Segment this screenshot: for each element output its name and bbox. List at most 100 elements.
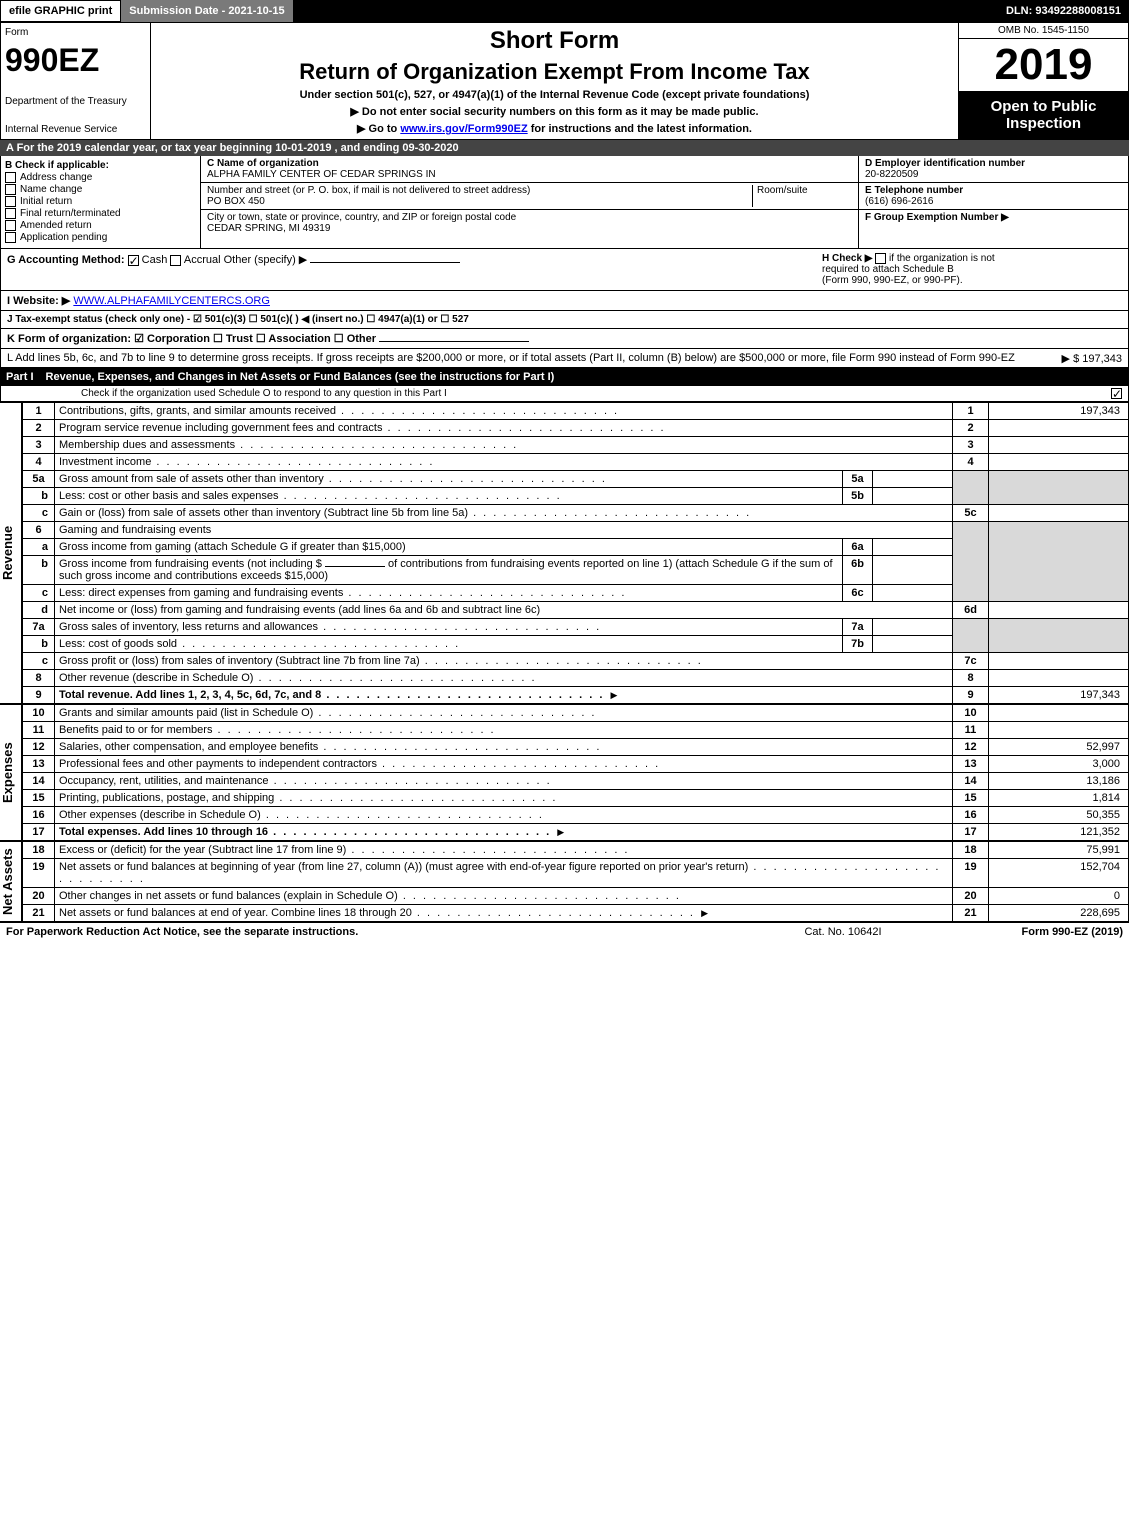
line-j: J Tax-exempt status (check only one) - ☑… <box>0 311 1129 329</box>
line-l: L Add lines 5b, 6c, and 7b to line 9 to … <box>0 349 1129 368</box>
net-assets-section: Net Assets 18Excess or (deficit) for the… <box>0 841 1129 922</box>
revenue-side-label: Revenue <box>0 402 22 704</box>
checkbox-name-change[interactable] <box>5 184 16 195</box>
line-21: 21Net assets or fund balances at end of … <box>23 905 1129 922</box>
line-6b-amount-input[interactable] <box>325 566 385 567</box>
short-form-title: Short Form <box>159 27 950 55</box>
checkbox-address-change[interactable] <box>5 172 16 183</box>
form-number: 990EZ <box>5 42 146 79</box>
line-7a: 7aGross sales of inventory, less returns… <box>23 619 1129 636</box>
tax-exempt-status: J Tax-exempt status (check only one) - ☑… <box>7 314 469 325</box>
open-to-public: Open to Public Inspection <box>959 92 1128 139</box>
line-1: 1Contributions, gifts, grants, and simil… <box>23 403 1129 420</box>
ein-value: 20-8220509 <box>865 169 1122 180</box>
line-8: 8Other revenue (describe in Schedule O)8 <box>23 670 1129 687</box>
h-label: H Check ▶ <box>822 253 872 264</box>
net-assets-side-label: Net Assets <box>0 841 22 922</box>
label-address-change: Address change <box>20 172 92 183</box>
expenses-table: 10Grants and similar amounts paid (list … <box>22 704 1129 841</box>
line-17: 17Total expenses. Add lines 10 through 1… <box>23 824 1129 841</box>
label-other-specify: Other (specify) ▶ <box>224 254 308 266</box>
header-left: Form 990EZ Department of the Treasury In… <box>1 23 151 139</box>
arrow-icon <box>698 907 711 919</box>
dln-label: DLN: 93492288008151 <box>998 0 1129 22</box>
catalog-number: Cat. No. 10642I <box>743 926 943 938</box>
line-18: 18Excess or (deficit) for the year (Subt… <box>23 842 1129 859</box>
revenue-section: Revenue 1Contributions, gifts, grants, a… <box>0 402 1129 704</box>
form-label: Form <box>5 27 146 38</box>
go-to-post: for instructions and the latest informat… <box>528 123 752 135</box>
do-not-enter-text: ▶ Do not enter social security numbers o… <box>159 105 950 118</box>
line-20: 20Other changes in net assets or fund ba… <box>23 888 1129 905</box>
efile-print-button[interactable]: efile GRAPHIC print <box>0 0 121 22</box>
arrow-icon <box>554 826 567 838</box>
part-1-header: Part I Revenue, Expenses, and Changes in… <box>0 368 1129 386</box>
top-bar: efile GRAPHIC print Submission Date - 20… <box>0 0 1129 22</box>
form-header: Form 990EZ Department of the Treasury In… <box>0 22 1129 140</box>
box-h: H Check ▶ if the organization is not req… <box>822 253 1122 286</box>
label-application-pending: Application pending <box>20 232 107 243</box>
section-bcdef: B Check if applicable: Address change Na… <box>0 156 1129 249</box>
omb-number: OMB No. 1545-1150 <box>959 23 1128 39</box>
other-specify-input[interactable] <box>310 262 460 263</box>
revenue-table: 1Contributions, gifts, grants, and simil… <box>22 402 1129 704</box>
label-final-return: Final return/terminated <box>20 208 121 219</box>
submission-date: Submission Date - 2021-10-15 <box>121 0 292 22</box>
box-c: C Name of organization ALPHA FAMILY CENT… <box>201 156 858 248</box>
checkbox-accrual[interactable] <box>170 255 181 266</box>
org-name: ALPHA FAMILY CENTER OF CEDAR SPRINGS IN <box>207 169 852 180</box>
irs-label: Internal Revenue Service <box>5 124 146 135</box>
irs-link[interactable]: www.irs.gov/Form990EZ <box>400 123 527 135</box>
other-org-input[interactable] <box>379 341 529 342</box>
checkbox-h[interactable] <box>875 253 886 264</box>
label-amended-return: Amended return <box>20 220 92 231</box>
line-13: 13Professional fees and other payments t… <box>23 756 1129 773</box>
checkbox-final-return[interactable] <box>5 208 16 219</box>
header-right: OMB No. 1545-1150 2019 Open to Public In… <box>958 23 1128 139</box>
form-footer-label: Form 990-EZ (2019) <box>943 926 1123 938</box>
line-4: 4Investment income4 <box>23 454 1129 471</box>
line-12: 12Salaries, other compensation, and empl… <box>23 739 1129 756</box>
page-footer: For Paperwork Reduction Act Notice, see … <box>0 922 1129 941</box>
expenses-side-label: Expenses <box>0 704 22 841</box>
paperwork-notice: For Paperwork Reduction Act Notice, see … <box>6 926 743 938</box>
accounting-method-label: G Accounting Method: <box>7 254 125 266</box>
street-value: PO BOX 450 <box>207 196 752 207</box>
name-of-org-label: C Name of organization <box>207 158 852 169</box>
website-link[interactable]: WWW.ALPHAFAMILYCENTERCS.ORG <box>73 295 270 307</box>
form-of-organization: K Form of organization: ☑ Corporation ☐ … <box>7 333 376 345</box>
line-3: 3Membership dues and assessments3 <box>23 437 1129 454</box>
checkbox-initial-return[interactable] <box>5 196 16 207</box>
box-g: G Accounting Method: Cash Accrual Other … <box>7 253 822 286</box>
under-section-text: Under section 501(c), 527, or 4947(a)(1)… <box>159 89 950 101</box>
go-to-text: ▶ Go to www.irs.gov/Form990EZ for instru… <box>159 122 950 135</box>
return-title: Return of Organization Exempt From Incom… <box>159 59 950 85</box>
website-label: I Website: ▶ <box>7 295 70 307</box>
line-19: 19Net assets or fund balances at beginni… <box>23 859 1129 888</box>
go-to-pre: ▶ Go to <box>357 123 400 135</box>
line-11: 11Benefits paid to or for members11 <box>23 722 1129 739</box>
telephone-value: (616) 696-2616 <box>865 196 1122 207</box>
expenses-section: Expenses 10Grants and similar amounts pa… <box>0 704 1129 841</box>
department-label: Department of the Treasury <box>5 96 146 107</box>
line-2: 2Program service revenue including gover… <box>23 420 1129 437</box>
box-b-title: B Check if applicable: <box>5 160 196 171</box>
line-15: 15Printing, publications, postage, and s… <box>23 790 1129 807</box>
tax-year: 2019 <box>959 39 1128 92</box>
part-1-label: Part I <box>6 371 34 383</box>
line-10: 10Grants and similar amounts paid (list … <box>23 705 1129 722</box>
checkbox-schedule-o[interactable] <box>1111 388 1122 399</box>
line-6: 6Gaming and fundraising events <box>23 522 1129 539</box>
box-b: B Check if applicable: Address change Na… <box>1 156 201 248</box>
checkbox-application-pending[interactable] <box>5 232 16 243</box>
h-text-1: if the organization is not <box>889 253 995 264</box>
net-assets-table: 18Excess or (deficit) for the year (Subt… <box>22 841 1129 922</box>
line-k: K Form of organization: ☑ Corporation ☐ … <box>0 329 1129 349</box>
checkbox-cash[interactable] <box>128 255 139 266</box>
part-1-heading: Revenue, Expenses, and Changes in Net As… <box>46 371 555 383</box>
city-value: CEDAR SPRING, MI 49319 <box>207 223 852 234</box>
checkbox-amended-return[interactable] <box>5 220 16 231</box>
telephone-label: E Telephone number <box>865 185 1122 196</box>
part-1-subheading: Check if the organization used Schedule … <box>0 386 1129 402</box>
label-initial-return: Initial return <box>20 196 72 207</box>
